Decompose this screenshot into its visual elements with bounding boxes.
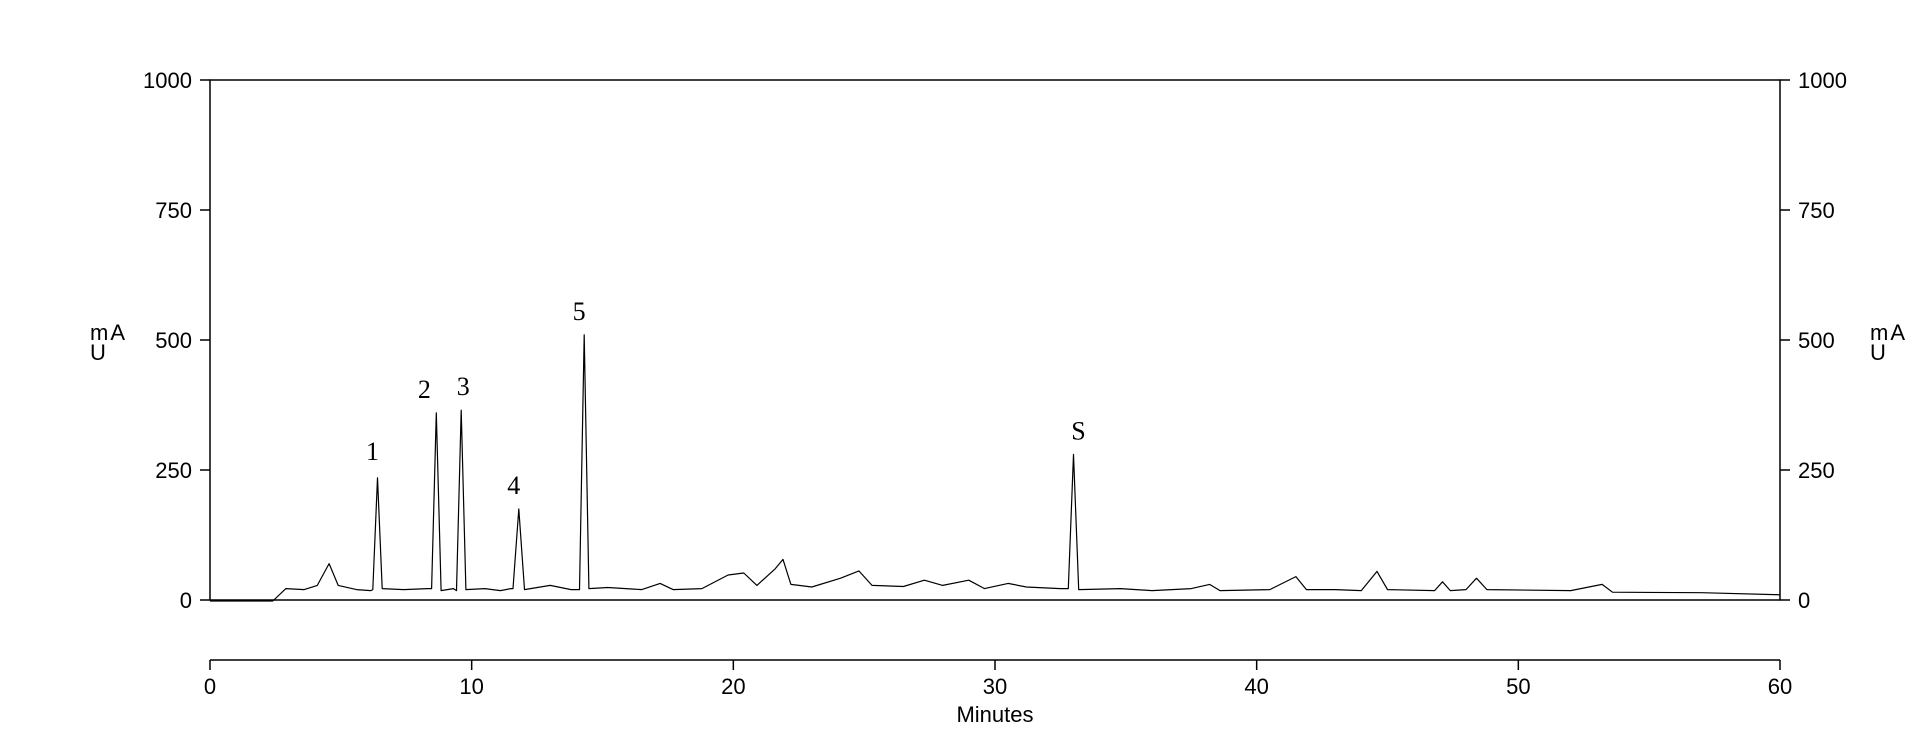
svg-text:50: 50 (1506, 674, 1530, 699)
svg-text:60: 60 (1768, 674, 1792, 699)
peak-label: S (1071, 416, 1085, 445)
peak-label: 5 (573, 297, 586, 326)
svg-text:0: 0 (1798, 588, 1810, 613)
peak-label: 4 (507, 471, 520, 500)
svg-text:30: 30 (983, 674, 1007, 699)
svg-text:0: 0 (204, 674, 216, 699)
svg-text:1000: 1000 (143, 68, 192, 93)
chromatogram-svg: 0 250 500 750 1000 0 250 500 750 1000 0 10 20 30 40 50 6… (0, 0, 1907, 734)
svg-text:20: 20 (721, 674, 745, 699)
svg-text:750: 750 (1798, 198, 1835, 223)
peak-label: 2 (418, 375, 431, 404)
chromatogram-container: 0 250 500 750 1000 0 250 500 750 1000 0 10 20 30 40 50 6… (0, 0, 1907, 734)
y-axis-left-label: U (90, 340, 108, 365)
svg-text:500: 500 (155, 328, 192, 353)
svg-text:750: 750 (155, 198, 192, 223)
svg-text:250: 250 (1798, 458, 1835, 483)
svg-text:0: 0 (180, 588, 192, 613)
peak-label: 3 (457, 372, 470, 401)
svg-text:40: 40 (1244, 674, 1268, 699)
svg-text:500: 500 (1798, 328, 1835, 353)
svg-text:250: 250 (155, 458, 192, 483)
x-axis-label: Minutes (956, 702, 1033, 727)
peak-label: 1 (366, 437, 379, 466)
svg-text:1000: 1000 (1798, 68, 1847, 93)
y-axis-right-label: U (1870, 340, 1888, 365)
svg-text:10: 10 (459, 674, 483, 699)
